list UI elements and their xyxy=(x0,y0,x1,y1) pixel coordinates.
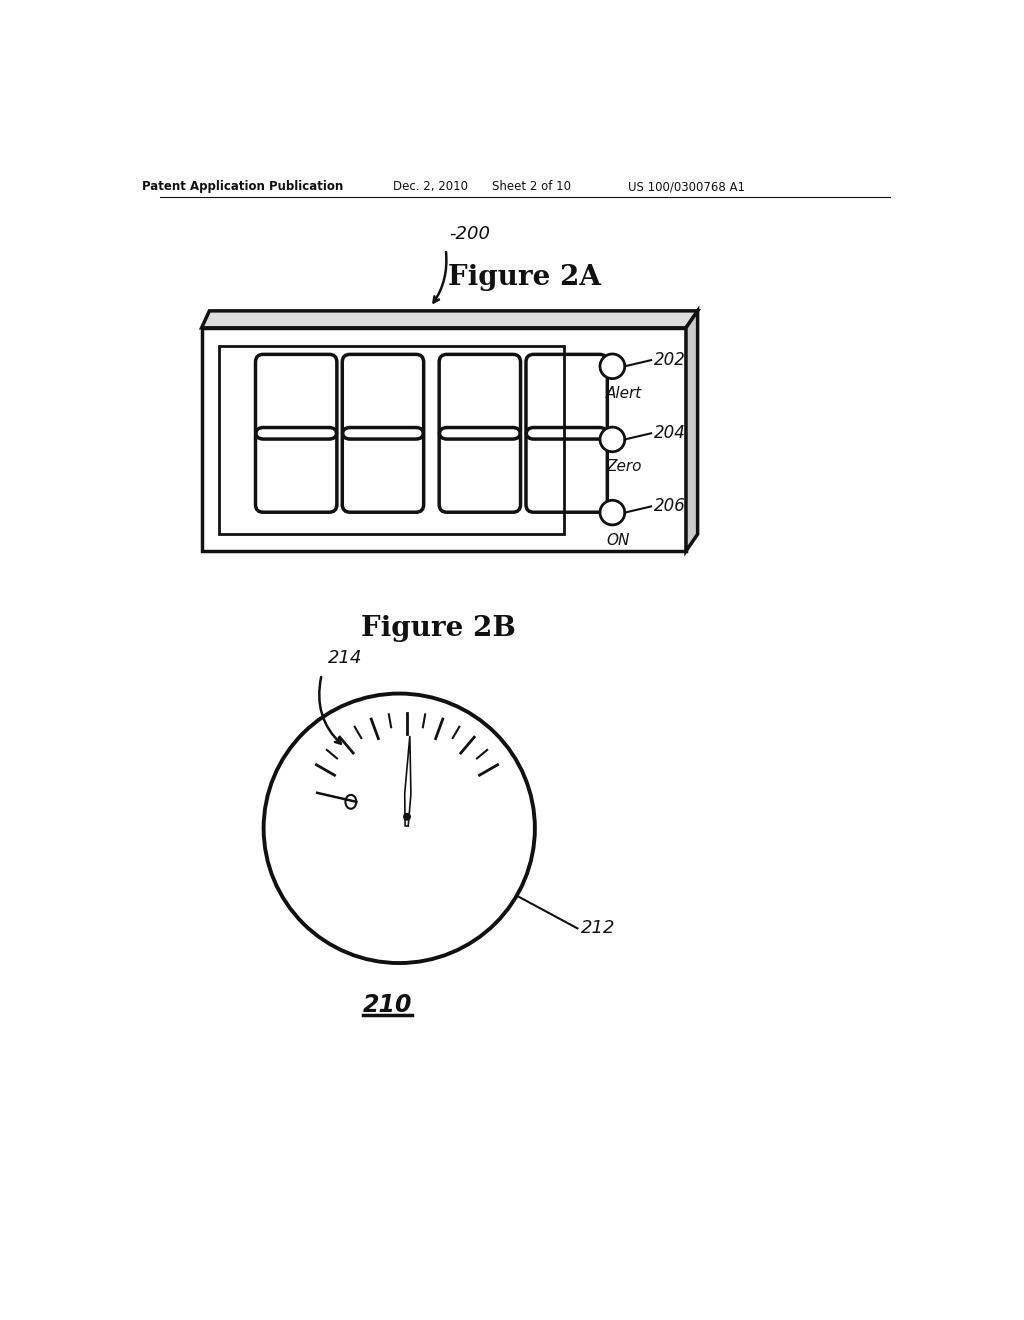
FancyBboxPatch shape xyxy=(202,327,686,552)
Circle shape xyxy=(403,813,410,820)
Text: US 100/0300768 A1: US 100/0300768 A1 xyxy=(628,181,744,194)
Text: Sheet 2 of 10: Sheet 2 of 10 xyxy=(492,181,570,194)
Text: 204: 204 xyxy=(654,424,686,442)
Text: 212: 212 xyxy=(581,920,615,937)
Text: 214: 214 xyxy=(328,648,362,667)
Text: ON: ON xyxy=(606,533,630,548)
Text: 202: 202 xyxy=(654,351,686,370)
Text: Zero: Zero xyxy=(606,459,642,474)
Circle shape xyxy=(600,354,625,379)
Ellipse shape xyxy=(345,795,356,809)
FancyBboxPatch shape xyxy=(219,346,563,535)
Polygon shape xyxy=(686,312,697,552)
Text: 206: 206 xyxy=(654,498,686,515)
Text: Alert: Alert xyxy=(606,387,642,401)
Text: Patent Application Publication: Patent Application Publication xyxy=(142,181,343,194)
Polygon shape xyxy=(404,737,411,826)
Polygon shape xyxy=(202,312,697,327)
Text: Dec. 2, 2010: Dec. 2, 2010 xyxy=(393,181,468,194)
Text: Figure 2A: Figure 2A xyxy=(449,264,601,292)
Circle shape xyxy=(600,428,625,451)
Text: Figure 2B: Figure 2B xyxy=(360,615,515,642)
Circle shape xyxy=(263,693,535,964)
Circle shape xyxy=(600,500,625,525)
Text: 210: 210 xyxy=(362,994,413,1018)
Text: -200: -200 xyxy=(450,226,490,243)
